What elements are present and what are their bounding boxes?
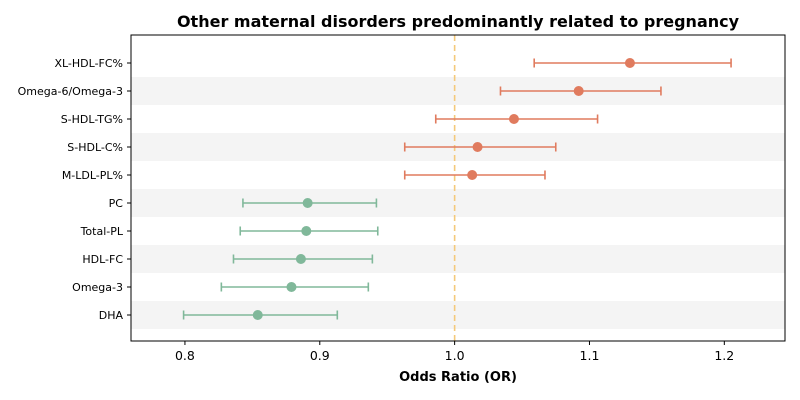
row-band (131, 77, 785, 105)
odds-ratio-point (624, 58, 635, 68)
x-tick-label: 1.0 (445, 348, 465, 363)
odds-ratio-point (286, 282, 297, 292)
y-tick-label: XL-HDL-FC% (54, 57, 123, 70)
odds-ratio-point (252, 310, 263, 320)
y-tick-label: M-LDL-PL% (62, 169, 123, 182)
plot-frame (130, 34, 786, 342)
chart-title: Other maternal disorders predominantly r… (177, 12, 740, 31)
x-tick-label: 0.9 (310, 348, 330, 363)
x-tick-label: 1.1 (580, 348, 600, 363)
y-tick-label: HDL-FC (82, 253, 123, 266)
y-tick-label: Omega-6/Omega-3 (18, 85, 123, 98)
y-tick-label: S-HDL-TG% (61, 113, 123, 126)
x-tick-label: 0.8 (175, 348, 195, 363)
odds-ratio-point (508, 114, 519, 124)
row-band (131, 189, 785, 217)
odds-ratio-point (573, 86, 584, 96)
row-bands (131, 77, 785, 329)
odds-ratio-point (472, 142, 483, 152)
y-tick-label: Omega-3 (72, 281, 123, 294)
y-axis: XL-HDL-FC% Omega-6/Omega-3 S-HDL-TG% S-HDL-… (18, 57, 131, 322)
y-tick-label: Total-PL (80, 225, 124, 238)
row-band (131, 245, 785, 273)
odds-ratio-point (467, 170, 478, 180)
data-marks (182, 58, 732, 320)
odds-ratio-point (295, 254, 306, 264)
x-axis-label: Odds Ratio (OR) (399, 370, 517, 385)
odds-ratio-point (302, 198, 313, 208)
y-tick-label: DHA (99, 309, 124, 322)
odds-ratio-point (301, 226, 312, 236)
x-tick-label: 1.2 (714, 348, 734, 363)
y-tick-label: PC (109, 197, 124, 210)
x-axis: 0.8 0.9 1.0 1.1 1.2 (175, 341, 734, 363)
y-tick-label: S-HDL-C% (67, 141, 123, 154)
